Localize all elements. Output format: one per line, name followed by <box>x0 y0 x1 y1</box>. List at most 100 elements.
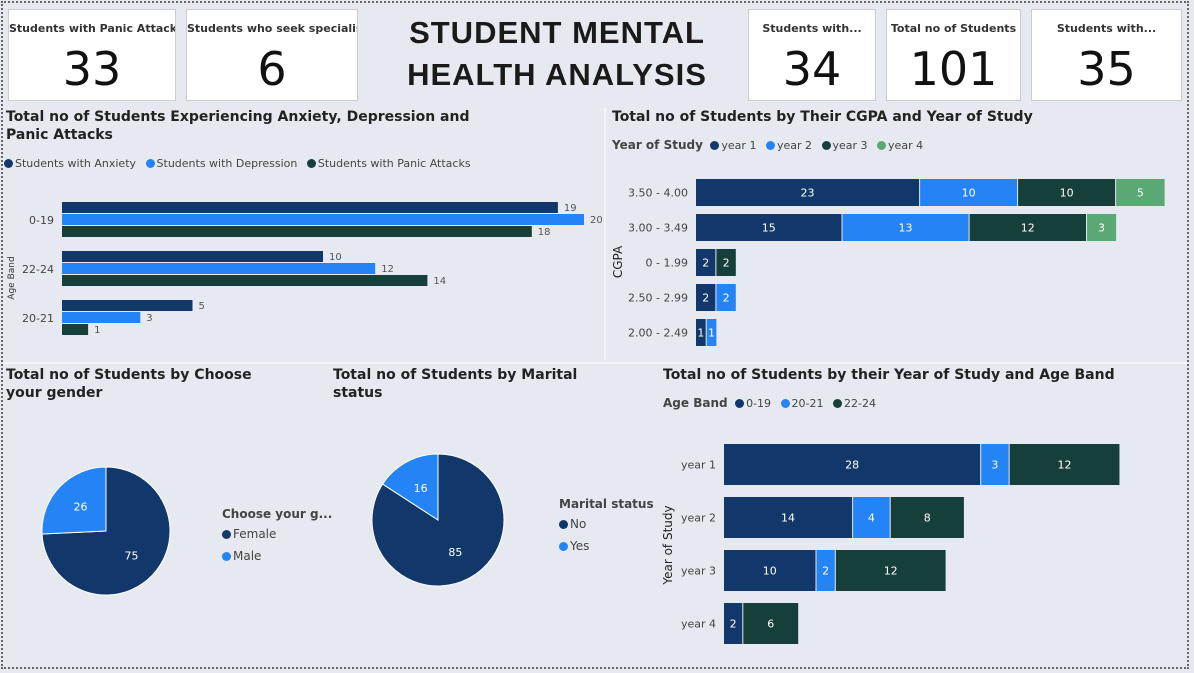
kpi-value: 33 <box>62 42 122 96</box>
bar-segment <box>696 319 706 346</box>
kpi-card-total[interactable]: Total no of Students 101 <box>886 9 1021 101</box>
legend-item: 20-21 <box>791 397 824 410</box>
kpi-card-5[interactable]: Students with... 35 <box>1031 9 1182 101</box>
page-title-line2: HEALTH ANALYSIS <box>407 57 707 92</box>
data-label: 13 <box>899 222 913 235</box>
data-label: 28 <box>845 459 859 472</box>
bar-segment <box>696 179 920 206</box>
kpi-card-3[interactable]: Students with... 34 <box>748 9 876 101</box>
legend-row: Male <box>222 549 332 563</box>
legend-item: year 3 <box>832 139 868 152</box>
legend-dot <box>306 159 316 168</box>
legend-item: Female <box>233 527 277 541</box>
legend-dot <box>780 399 790 408</box>
data-label: 2 <box>723 292 730 305</box>
kpi-label: Students with... <box>1056 22 1157 35</box>
legend-row: Female <box>222 527 332 541</box>
data-label: 14 <box>433 276 446 287</box>
data-label: 12 <box>381 264 394 275</box>
legend-dot <box>821 141 831 150</box>
data-label: 5 <box>199 301 205 312</box>
legend-title: Year of Study <box>612 138 703 152</box>
legend-item: 0-19 <box>746 397 772 410</box>
y-axis-title: Age Band <box>7 256 17 299</box>
year-age-legend: Age Band 0-19 20-21 22-24 <box>663 396 876 410</box>
kpi-label: Total no of Students <box>890 22 1017 35</box>
data-label: 15 <box>762 222 776 235</box>
kpi-value: 34 <box>782 42 842 96</box>
legend-row: No <box>559 517 654 531</box>
kpi-value: 101 <box>909 42 998 96</box>
category-label: 20-21 <box>22 312 54 325</box>
kpi-card-panic[interactable]: Students with Panic Attacks 33 <box>8 9 176 101</box>
marital-legend: Marital status No Yes <box>559 497 654 561</box>
category-label: year 4 <box>681 618 716 631</box>
data-label: 2 <box>822 565 829 578</box>
age-band-legend: Students with Anxiety Students with Depr… <box>4 157 471 170</box>
page-title-line1: STUDENT MENTAL <box>409 15 705 50</box>
legend-dot <box>735 399 745 408</box>
category-label: 3.00 - 3.49 <box>628 222 688 235</box>
pie-slice <box>381 453 439 521</box>
cgpa-chart-title: Total no of Students by Their CGPA and Y… <box>612 109 1033 125</box>
divider <box>4 362 1188 364</box>
bar-segment <box>724 550 816 591</box>
data-label: 12 <box>884 565 898 578</box>
bar-segment <box>890 497 964 538</box>
legend-dot <box>877 141 887 150</box>
data-label: 10 <box>1060 187 1074 200</box>
divider <box>604 108 606 360</box>
bar <box>62 312 141 323</box>
bar-segment <box>835 550 946 591</box>
legend-dot <box>4 159 13 168</box>
age-band-bar-chart[interactable]: Age Band 0-19 19 20 18 22-24 10 12 14 20-21 5 3 1 <box>0 180 604 360</box>
legend-title: Age Band <box>663 396 728 410</box>
year-age-chart-title: Total no of Students by their Year of St… <box>663 367 1115 383</box>
data-label: 8 <box>924 512 931 525</box>
bar-segment <box>716 249 736 276</box>
y-axis-title: Year of Study <box>661 505 675 585</box>
gender-pie-chart[interactable]: 75 26 <box>40 465 190 615</box>
data-label: 10 <box>329 252 342 263</box>
year-age-stacked-bar-chart[interactable]: Year of Study year 1 28 3 12 year 2 14 4 8 year 3… <box>660 430 1180 660</box>
bar-segment <box>724 444 981 485</box>
category-label: year 1 <box>681 459 716 472</box>
kpi-label: Students with Panic Attacks <box>9 22 175 35</box>
bar-segment <box>1087 214 1117 241</box>
bar <box>62 275 428 286</box>
bar-segment <box>696 284 716 311</box>
legend-item: year 4 <box>888 139 924 152</box>
marital-chart-title: Total no of Students by Marital status <box>333 367 578 401</box>
pie-slice <box>41 466 107 535</box>
bar <box>62 202 558 213</box>
legend-dot <box>145 159 155 168</box>
legend-item: 22-24 <box>844 397 876 410</box>
bar <box>62 300 193 311</box>
bar-segment <box>1018 179 1116 206</box>
category-label: 0-19 <box>29 214 54 227</box>
bar-segment <box>981 444 1009 485</box>
bar <box>62 324 89 335</box>
page-title: STUDENT MENTAL HEALTH ANALYSIS <box>362 12 752 96</box>
data-label: 20 <box>590 215 603 226</box>
data-label: 2 <box>702 257 709 270</box>
data-label: 10 <box>962 187 976 200</box>
category-label: year 3 <box>681 565 716 578</box>
kpi-card-specialist[interactable]: Students who seek specialist 6 <box>186 9 358 101</box>
data-label: 1 <box>708 327 715 340</box>
legend-item: Students with Anxiety <box>15 157 137 170</box>
bar <box>62 251 323 262</box>
category-label: 3.50 - 4.00 <box>628 187 688 200</box>
legend-item: Male <box>233 549 262 563</box>
kpi-value: 35 <box>1077 42 1136 96</box>
data-label: 10 <box>763 565 777 578</box>
data-label: 3 <box>991 459 998 472</box>
bar <box>62 226 532 237</box>
data-label: 12 <box>1058 459 1072 472</box>
legend-dot <box>765 141 775 150</box>
kpi-label: Students who seek specialist <box>187 22 357 35</box>
data-label: 2 <box>702 292 709 305</box>
marital-pie-chart[interactable]: 85 16 <box>370 452 522 604</box>
